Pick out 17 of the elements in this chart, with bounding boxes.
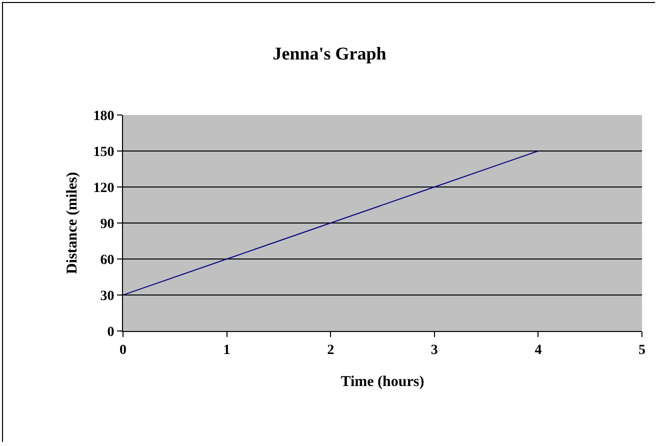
y-tick-label: 0 (107, 324, 114, 340)
y-tick-label: 30 (100, 288, 114, 304)
y-tick-label: 90 (100, 216, 114, 232)
x-axis-title: Time (hours) (340, 374, 424, 390)
x-tick-label: 3 (430, 342, 438, 358)
x-tick-label: 4 (534, 342, 542, 358)
chart-title: Jenna's Graph (272, 44, 386, 64)
x-tick-label: 0 (120, 342, 126, 358)
x-tick-label: 1 (223, 342, 230, 358)
y-tick-label: 60 (100, 252, 114, 268)
line-series (123, 150, 539, 296)
y-axis-title: Distance (miles) (64, 172, 80, 274)
x-tick-label: 5 (638, 342, 646, 358)
y-tick-label: 150 (93, 144, 114, 160)
x-tick-label: 2 (327, 342, 334, 358)
y-tick-label: 180 (93, 108, 114, 124)
y-tick-label: 120 (93, 180, 114, 196)
